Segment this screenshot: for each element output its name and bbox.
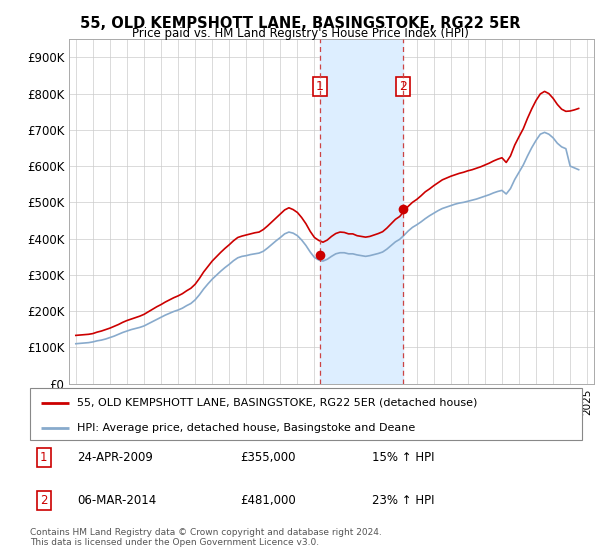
- Text: 1: 1: [316, 80, 323, 93]
- Text: £355,000: £355,000: [240, 451, 295, 464]
- FancyBboxPatch shape: [30, 388, 582, 440]
- Text: 55, OLD KEMPSHOTT LANE, BASINGSTOKE, RG22 5ER: 55, OLD KEMPSHOTT LANE, BASINGSTOKE, RG2…: [80, 16, 520, 31]
- Text: 1: 1: [40, 451, 47, 464]
- Text: 24-APR-2009: 24-APR-2009: [77, 451, 153, 464]
- Text: 55, OLD KEMPSHOTT LANE, BASINGSTOKE, RG22 5ER (detached house): 55, OLD KEMPSHOTT LANE, BASINGSTOKE, RG2…: [77, 398, 477, 408]
- Text: £481,000: £481,000: [240, 494, 296, 507]
- Text: 06-MAR-2014: 06-MAR-2014: [77, 494, 156, 507]
- Text: Contains HM Land Registry data © Crown copyright and database right 2024.
This d: Contains HM Land Registry data © Crown c…: [30, 528, 382, 547]
- Text: HPI: Average price, detached house, Basingstoke and Deane: HPI: Average price, detached house, Basi…: [77, 423, 415, 433]
- Text: 2: 2: [399, 80, 407, 93]
- Text: 2: 2: [40, 494, 47, 507]
- Text: 15% ↑ HPI: 15% ↑ HPI: [372, 451, 435, 464]
- Text: 23% ↑ HPI: 23% ↑ HPI: [372, 494, 435, 507]
- Text: Price paid vs. HM Land Registry's House Price Index (HPI): Price paid vs. HM Land Registry's House …: [131, 27, 469, 40]
